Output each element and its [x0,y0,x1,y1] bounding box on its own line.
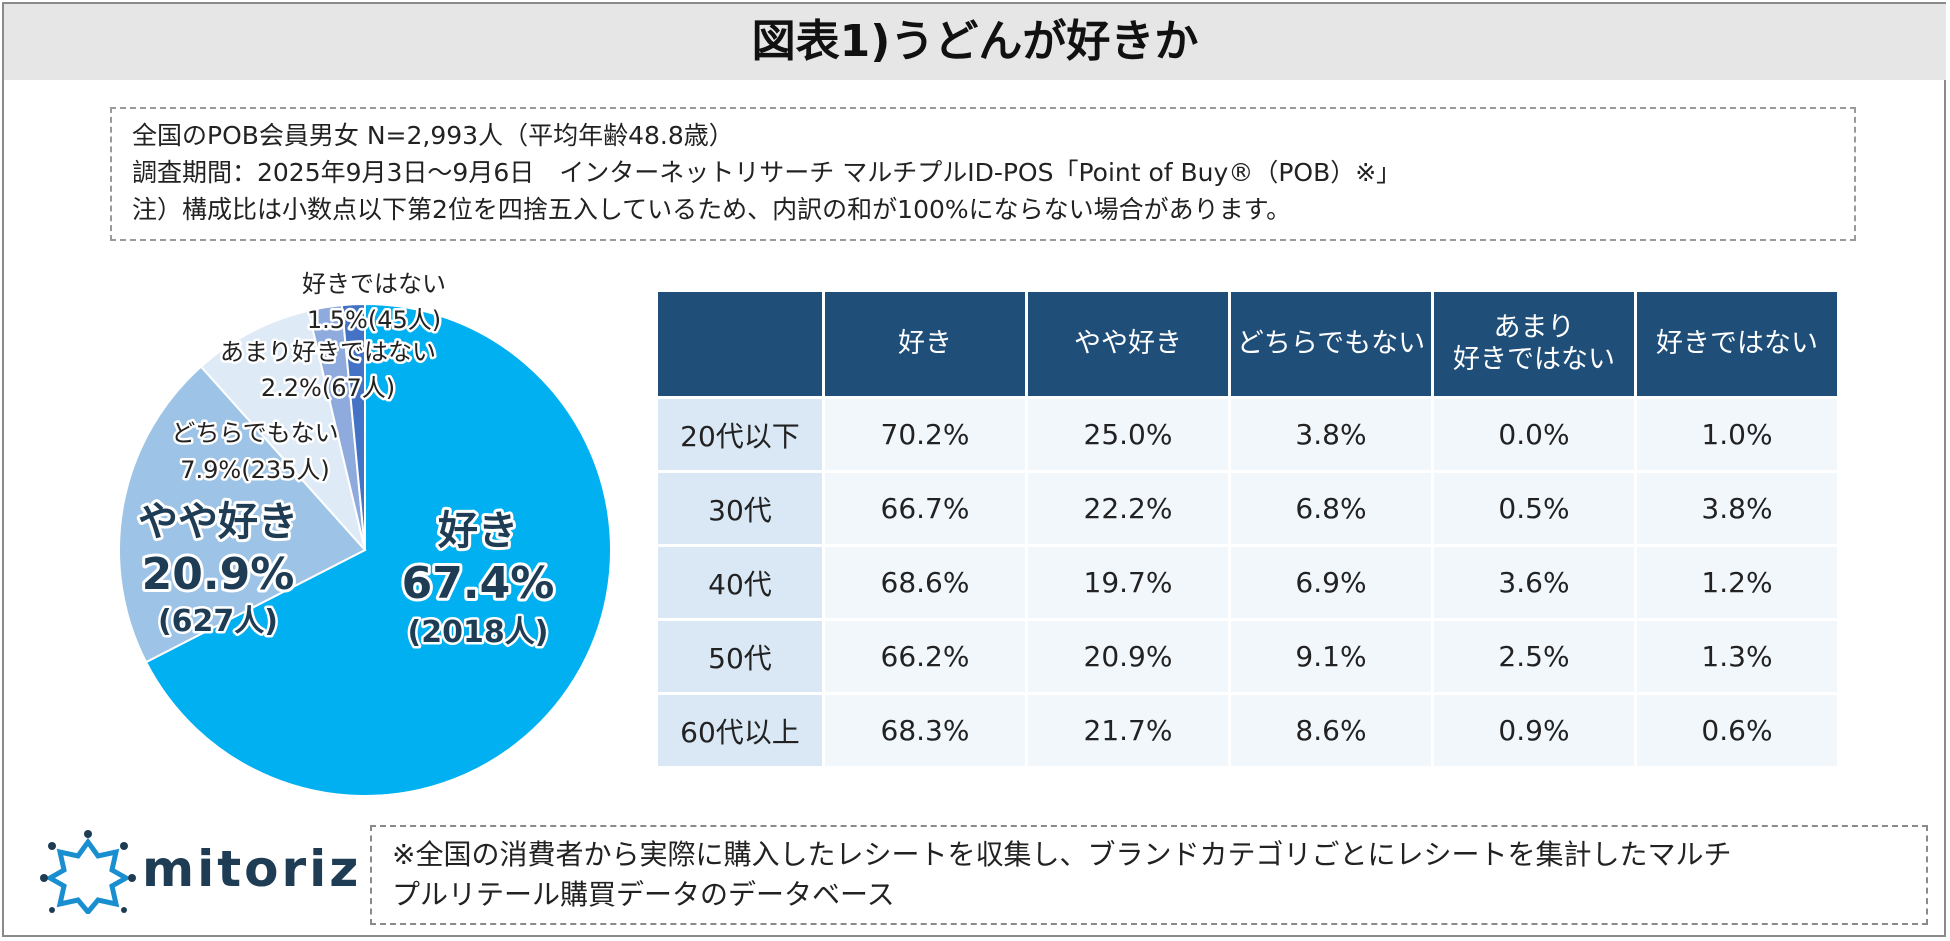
row-label: 40代 [658,547,822,618]
label-somewhat-like-percent: 20.9% [142,549,295,600]
table-row: 60代以上 68.3% 21.7% 8.6% 0.9% 0.6% [658,695,1837,766]
slice-like [144,302,612,797]
label-like-percent: 67.4% [402,558,555,609]
table-cell: 3.6% [1434,547,1634,618]
table-cell: 1.0% [1637,399,1837,470]
table-cell: 19.7% [1028,547,1228,618]
mitoriz-logo: mitoriz [40,830,358,916]
footnote-line: プルリテール購買データのデータベース [392,878,895,911]
table-header-row: 好き やや好き どちらでもない あまり 好きではない 好きではない [658,292,1837,396]
column-header: あまり 好きではない [1434,292,1634,396]
table-cell: 66.7% [825,473,1025,544]
label-neutral-value: 7.9%(235人) [180,456,330,484]
slice-dislike [340,302,366,551]
survey-notes: 全国のPOB会員男女 N=2,993人（平均年齢48.8歳） 調査期間：2025… [110,107,1856,241]
label-not-really-category: あまり好きではない [220,338,436,366]
survey-note-line: 注）構成比は小数点以下第2位を四捨五入しているため、内訳の和が100%にならない… [132,195,1292,224]
table-row: 30代 66.7% 22.2% 6.8% 0.5% 3.8% [658,473,1837,544]
table-row: 50代 66.2% 20.9% 9.1% 2.5% 1.3% [658,621,1837,692]
table-cell: 25.0% [1028,399,1228,470]
table-cell: 6.8% [1231,473,1431,544]
table-cell: 1.2% [1637,547,1837,618]
column-header: やや好き [1028,292,1228,396]
row-label: 20代以下 [658,399,822,470]
table-cell: 2.5% [1434,621,1634,692]
footnote-line: ※全国の消費者から実際に購入したレシートを収集し、ブランドカテゴリごとにレシート… [392,838,1732,871]
row-label: 50代 [658,621,822,692]
slice-neutral [199,309,366,551]
table-cell: 21.7% [1028,695,1228,766]
title-bar: 図表1)うどんが好きか [4,4,1946,80]
label-dislike-category: 好きではない [302,270,446,298]
table-cell: 20.9% [1028,621,1228,692]
survey-note-line: 全国のPOB会員男女 N=2,993人（平均年齢48.8歳） [132,121,734,150]
figure-title: 図表1)うどんが好きか [751,16,1199,67]
table-cell: 3.8% [1637,473,1837,544]
logo-wordmark: mitoriz [142,840,362,898]
sun-burst-logo-icon [40,830,136,916]
table-cell: 0.0% [1434,399,1634,470]
row-label: 60代以上 [658,695,822,766]
table-cell: 68.3% [825,695,1025,766]
label-like-count: (2018人) [408,615,549,650]
age-breakdown-table: 好き やや好き どちらでもない あまり 好きではない 好きではない 20代以下 70.2% 2… [655,289,1840,769]
table-row: 40代 68.6% 19.7% 6.9% 3.6% 1.2% [658,547,1837,618]
survey-note-line: 調査期間：2025年9月3日〜9月6日 インターネットリサーチ マルチプルID-… [132,158,1402,187]
table-cell: 66.2% [825,621,1025,692]
pob-footnote: ※全国の消費者から実際に購入したレシートを収集し、ブランドカテゴリごとにレシート… [370,825,1928,925]
label-neutral-category: どちらでもない [171,419,338,447]
table-cell: 0.5% [1434,473,1634,544]
table-cell: 1.3% [1637,621,1837,692]
table-cell: 70.2% [825,399,1025,470]
row-label: 30代 [658,473,822,544]
label-like-category: 好き [437,508,518,554]
table-cell: 6.9% [1231,547,1431,618]
label-somewhat-like-category: やや好き [138,499,298,545]
label-not-really-value: 2.2%(67人) [261,374,395,402]
label-somewhat-like-count: (627人) [158,604,278,639]
table-cell: 0.6% [1637,695,1837,766]
table-cell: 68.6% [825,547,1025,618]
slice-somewhat-like [118,365,367,664]
label-dislike-value: 1.5%(45人) [307,306,441,334]
table-row: 20代以下 70.2% 25.0% 3.8% 0.0% 1.0% [658,399,1837,470]
column-header: どちらでもない [1231,292,1431,396]
table-corner-cell [658,292,822,396]
column-header: 好きではない [1637,292,1837,396]
table-cell: 0.9% [1434,695,1634,766]
table-cell: 3.8% [1231,399,1431,470]
table-cell: 8.6% [1231,695,1431,766]
table-body: 20代以下 70.2% 25.0% 3.8% 0.0% 1.0% 30代 66.7% 22.2%… [658,399,1837,766]
table-cell: 9.1% [1231,621,1431,692]
column-header: 好き [825,292,1025,396]
table-cell: 22.2% [1028,473,1228,544]
